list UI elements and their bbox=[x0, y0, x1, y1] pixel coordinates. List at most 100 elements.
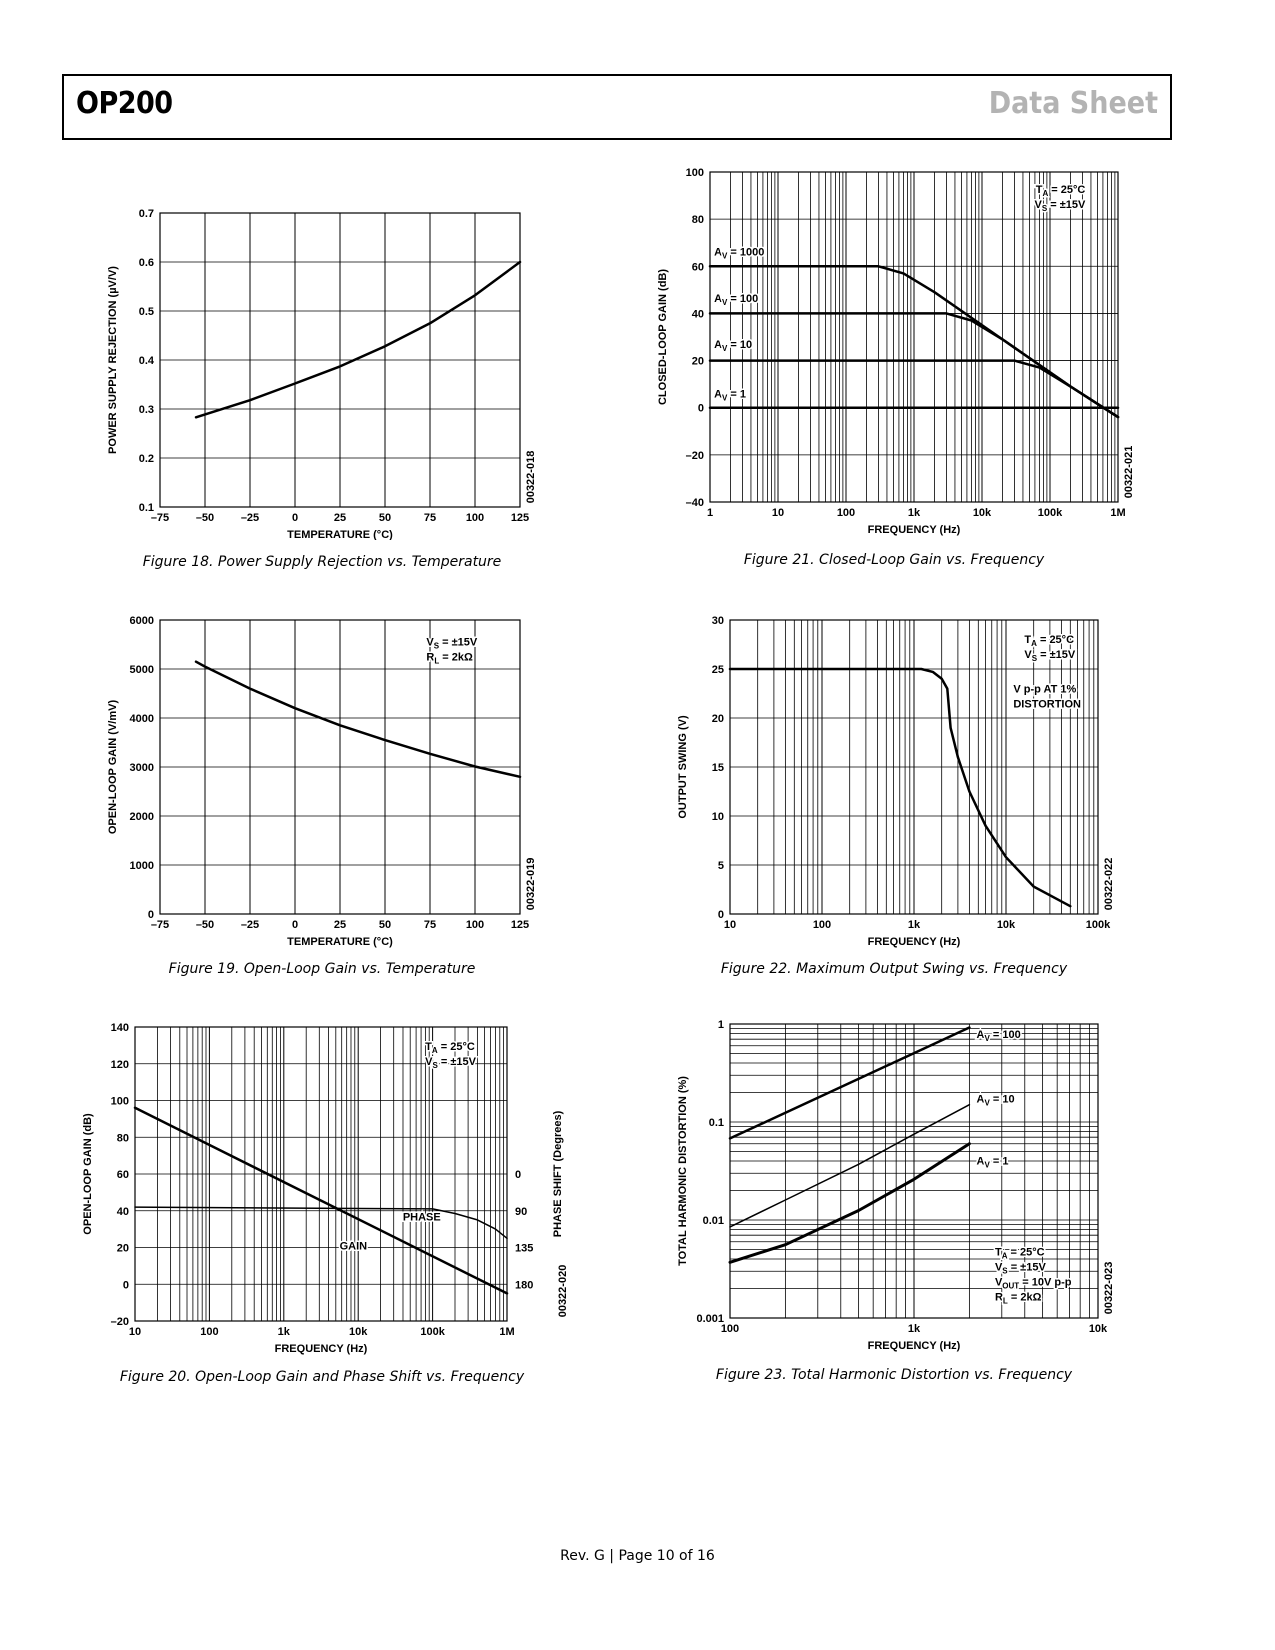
figure-code: 00322-018 bbox=[525, 451, 537, 504]
y-tick-label: 0 bbox=[698, 403, 704, 415]
plot-frame bbox=[159, 619, 521, 915]
x-tick-label: 100 bbox=[721, 1323, 739, 1335]
x-tick-label: 0 bbox=[292, 919, 298, 931]
y-tick-label: 0.7 bbox=[139, 208, 154, 220]
figure-code: 00322-023 bbox=[1103, 1262, 1115, 1315]
series-line bbox=[729, 1103, 971, 1228]
page-footer: Rev. G | Page 10 of 16 bbox=[560, 1548, 715, 1564]
y-axis-label: CLOSED-LOOP GAIN (dB) bbox=[657, 269, 669, 405]
y-axis-label: POWER SUPPLY REJECTION (µV/V) bbox=[107, 266, 119, 454]
x-axis-label: FREQUENCY (Hz) bbox=[275, 1343, 368, 1355]
annotation-label: AV = 1 bbox=[714, 389, 746, 403]
right-tick-label: 90 bbox=[515, 1206, 527, 1218]
series-line bbox=[194, 660, 522, 779]
plot-frame bbox=[729, 1023, 1099, 1319]
y-tick-label: 100 bbox=[686, 167, 704, 179]
annotation-label: AV = 10 bbox=[977, 1094, 1015, 1108]
right-axis-label: PHASE SHIFT (Degrees) bbox=[552, 1110, 564, 1237]
y-tick-label: 40 bbox=[117, 1206, 129, 1218]
chart-fig22: 10 100 1k 10k 100k 0 5 10 15 20 25 30 FREQUENCY (Hz)… bbox=[677, 615, 1115, 948]
y-tick-label: 0.3 bbox=[139, 404, 154, 416]
x-tick-label: –50 bbox=[196, 512, 214, 524]
y-tick-label: 0.6 bbox=[139, 257, 154, 269]
y-tick-label: –20 bbox=[686, 450, 704, 462]
document-type: Data Sheet bbox=[988, 86, 1158, 121]
y-tick-label: 0.2 bbox=[139, 453, 154, 465]
annotation-label: AV = 1 bbox=[977, 1155, 1009, 1169]
annotation-label: VS = ±15V bbox=[425, 1056, 476, 1070]
y-tick-label: 0.01 bbox=[703, 1215, 724, 1227]
y-tick-label: 40 bbox=[692, 308, 704, 320]
plot-frame bbox=[729, 619, 1099, 915]
x-tick-label: –25 bbox=[241, 919, 259, 931]
y-tick-label: 0.5 bbox=[139, 306, 154, 318]
plot-frame bbox=[159, 212, 521, 508]
x-tick-label: 1k bbox=[278, 1326, 291, 1338]
figure-code: 00322-021 bbox=[1123, 446, 1135, 499]
x-tick-label: 100 bbox=[813, 919, 831, 931]
series-line bbox=[708, 359, 1120, 419]
chart-fig20: 10 100 1k 10k 100k 1M –20 0 20 40 60 80 100 120 140 0 90… bbox=[82, 1022, 569, 1355]
y-tick-label: 80 bbox=[692, 214, 704, 226]
y-tick-label: 15 bbox=[712, 762, 724, 774]
annotation-label: VS = ±15V bbox=[426, 637, 477, 651]
y-tick-label: 3000 bbox=[130, 762, 154, 774]
plot-frame bbox=[134, 1026, 508, 1322]
caption-fig20: Figure 20. Open-Loop Gain and Phase Shif… bbox=[119, 1369, 525, 1385]
y-tick-label: 0.1 bbox=[139, 502, 154, 514]
right-tick-label: 0 bbox=[515, 1169, 521, 1181]
annotation-label: PHASE bbox=[403, 1211, 441, 1223]
annotation-label: TA = 25°C bbox=[1024, 634, 1074, 648]
figure-21: 1 10 100 1k 10k 100k 1M –40 –20 0 20 40 60 80 100 FREQU… bbox=[645, 162, 1155, 542]
x-tick-label: 25 bbox=[334, 919, 346, 931]
x-tick-label: 50 bbox=[379, 919, 391, 931]
x-axis-label: TEMPERATURE (°C) bbox=[287, 529, 393, 540]
x-tick-label: 10k bbox=[973, 507, 992, 519]
y-axis-label: OUTPUT SWING (V) bbox=[677, 715, 689, 819]
y-axis-label: OPEN-LOOP GAIN (dB) bbox=[82, 1113, 94, 1235]
chart-fig19: –75 –50 –25 0 25 50 75 100 125 0 1000 2000 3000 4000 5… bbox=[107, 615, 537, 948]
y-axis-label: OPEN-LOOP GAIN (V/mV) bbox=[107, 700, 119, 835]
caption-fig21: Figure 21. Closed-Loop Gain vs. Frequenc… bbox=[743, 552, 1045, 568]
x-tick-label: 75 bbox=[424, 512, 436, 524]
right-tick-label: 135 bbox=[515, 1243, 533, 1255]
x-tick-label: 1k bbox=[908, 1323, 921, 1335]
x-tick-label: 100k bbox=[420, 1326, 445, 1338]
figure-22: 10 100 1k 10k 100k 0 5 10 15 20 25 30 FREQUENCY (Hz)… bbox=[660, 608, 1150, 953]
y-tick-label: 4000 bbox=[130, 713, 154, 725]
y-tick-label: 1000 bbox=[130, 860, 154, 872]
annotation-label: TA = 25°C bbox=[995, 1247, 1045, 1261]
x-tick-label: 50 bbox=[379, 512, 391, 524]
caption-fig23: Figure 23. Total Harmonic Distortion vs.… bbox=[715, 1367, 1073, 1383]
series-line bbox=[728, 1142, 971, 1264]
product-name: OP200 bbox=[76, 86, 173, 121]
series-line bbox=[728, 1026, 971, 1140]
y-tick-label: 120 bbox=[111, 1059, 129, 1071]
x-tick-label: 125 bbox=[511, 919, 529, 931]
y-tick-label: 1 bbox=[718, 1019, 724, 1031]
y-tick-label: 20 bbox=[692, 356, 704, 368]
y-tick-label: 0.4 bbox=[139, 355, 155, 367]
y-tick-label: 80 bbox=[117, 1132, 129, 1144]
figure-18: –75 –50 –25 0 25 50 75 100 125 0.1 0.2 0.3 0.4 0.5 0.6… bbox=[90, 195, 560, 540]
annotation-label: RL = 2kΩ bbox=[426, 652, 473, 666]
y-tick-label: 140 bbox=[111, 1022, 129, 1034]
annotation-label: TA = 25°C bbox=[1036, 184, 1086, 198]
x-tick-label: –75 bbox=[151, 512, 169, 524]
y-tick-label: 25 bbox=[712, 664, 724, 676]
x-tick-label: 1M bbox=[1110, 507, 1125, 519]
x-tick-label: 10 bbox=[772, 507, 784, 519]
annotation-label: VS = ±15V bbox=[995, 1262, 1046, 1276]
y-tick-label: –40 bbox=[686, 497, 704, 509]
y-tick-label: 0 bbox=[123, 1279, 129, 1291]
y-tick-label: 0 bbox=[718, 909, 724, 921]
x-tick-label: 1k bbox=[908, 919, 921, 931]
x-tick-label: 125 bbox=[511, 512, 529, 524]
x-tick-label: 10k bbox=[349, 1326, 368, 1338]
series-line bbox=[133, 1106, 509, 1295]
annotation-label: AV = 100 bbox=[977, 1029, 1021, 1043]
series-line bbox=[134, 1206, 508, 1240]
y-tick-label: –20 bbox=[111, 1316, 129, 1328]
y-tick-label: 30 bbox=[712, 615, 724, 627]
annotation-label: VS = ±15V bbox=[1024, 649, 1075, 663]
